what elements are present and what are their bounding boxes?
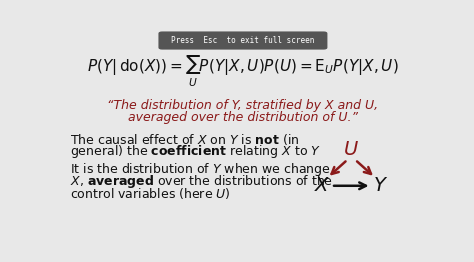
Text: “The distribution of Y, stratified by X and U,: “The distribution of Y, stratified by X … <box>108 99 378 112</box>
Text: control variables (here $U$): control variables (here $U$) <box>70 186 231 201</box>
Text: $X$: $X$ <box>314 176 330 195</box>
Text: It is the distribution of $Y$ when we change: It is the distribution of $Y$ when we ch… <box>70 161 331 178</box>
Text: $P(Y|\,\mathrm{do}(X)) = \sum_{U} P(Y|X,U)P(U) = \mathrm{E}_{U}P(Y|X,U)$: $P(Y|\,\mathrm{do}(X)) = \sum_{U} P(Y|X,… <box>87 55 399 89</box>
Text: $X$, $\mathbf{averaged}$ over the distributions of the: $X$, $\mathbf{averaged}$ over the distri… <box>70 173 333 190</box>
Text: Press  Esc  to exit full screen: Press Esc to exit full screen <box>171 36 315 45</box>
FancyBboxPatch shape <box>158 31 328 50</box>
Text: $U$: $U$ <box>343 140 359 159</box>
Text: $Y$: $Y$ <box>373 176 388 195</box>
Text: general) the $\mathbf{coefficient}$ relating $X$ to $Y$: general) the $\mathbf{coefficient}$ rela… <box>70 143 321 160</box>
Text: averaged over the distribution of U.”: averaged over the distribution of U.” <box>128 111 358 124</box>
Text: The causal effect of $X$ on $Y$ is $\mathbf{not}$ (in: The causal effect of $X$ on $Y$ is $\mat… <box>70 132 300 147</box>
